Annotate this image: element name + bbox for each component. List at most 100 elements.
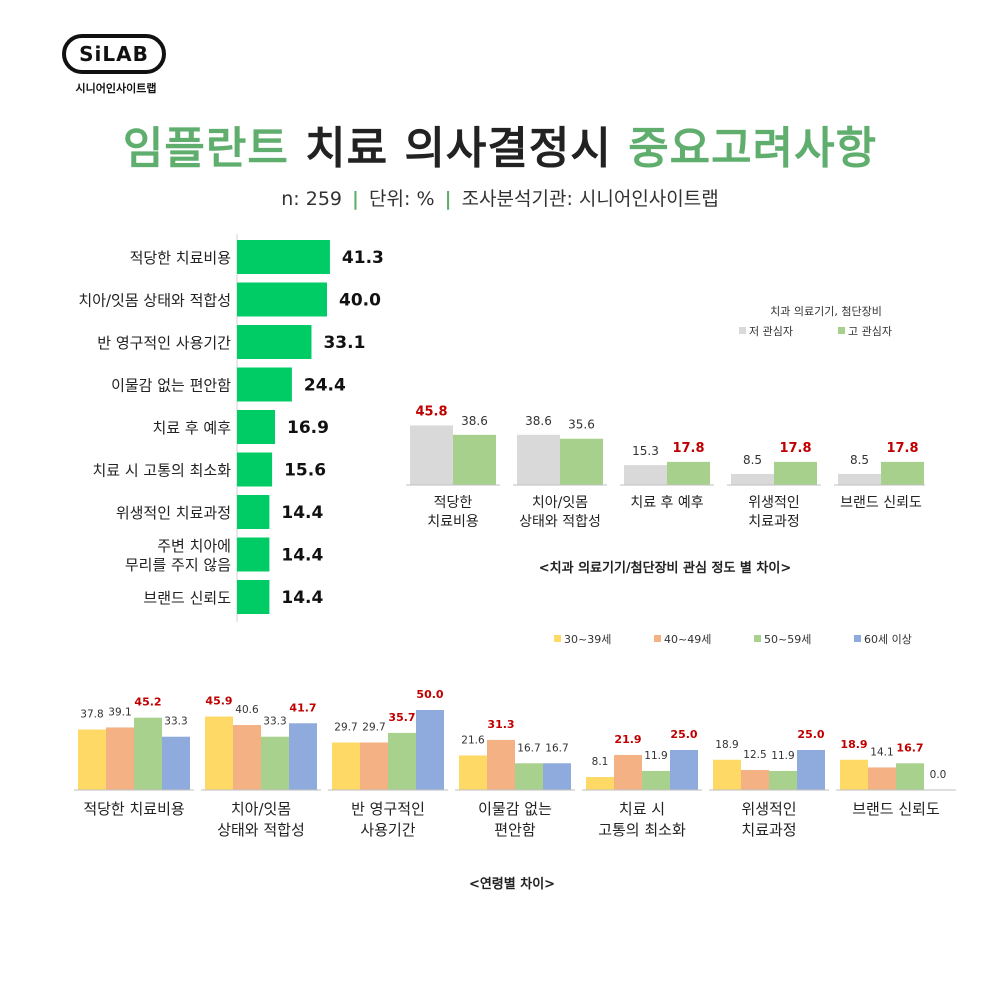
subtitle-separator: | xyxy=(352,188,359,210)
bar xyxy=(543,763,571,790)
value-label: 14.4 xyxy=(281,546,323,566)
value-label: 39.1 xyxy=(108,706,131,718)
bar xyxy=(769,770,797,790)
legend-label: 40~49세 xyxy=(664,633,711,646)
bar xyxy=(261,736,289,790)
legend-swatch xyxy=(838,327,845,334)
bar xyxy=(237,495,270,529)
subtitle-separator: | xyxy=(444,188,452,210)
bar xyxy=(560,438,603,485)
research-org: 조사분석기관: 시니어인사이트랩 xyxy=(461,188,719,210)
chart-title: <연령별 차이> xyxy=(469,876,555,892)
category-label: 브랜드 신뢰도 xyxy=(143,589,231,607)
value-label: 17.8 xyxy=(779,441,811,456)
bar xyxy=(459,755,487,790)
category-label: 치료 시 고통의 최소화 xyxy=(598,800,686,839)
legend-swatch xyxy=(754,635,761,642)
value-label: 18.9 xyxy=(840,738,867,751)
bar xyxy=(774,461,817,485)
bar xyxy=(881,461,924,485)
bar xyxy=(586,777,614,790)
bar xyxy=(868,767,896,790)
bar xyxy=(667,461,710,485)
bar xyxy=(614,754,642,790)
silab-logo: SiLAB 시니어인사이트랩 xyxy=(60,32,172,96)
legend-label: 60세 이상 xyxy=(864,633,912,646)
value-label: 15.3 xyxy=(632,444,659,458)
category-label: 치료 후 예후 xyxy=(152,419,231,437)
value-label: 50.0 xyxy=(416,688,443,701)
bar xyxy=(731,473,774,485)
bar xyxy=(896,763,924,790)
value-label: 40.6 xyxy=(235,704,259,716)
bar xyxy=(410,425,453,485)
legend-swatch xyxy=(654,635,661,642)
bar xyxy=(713,759,741,790)
bar xyxy=(237,325,312,359)
bar xyxy=(838,473,881,485)
bar xyxy=(106,727,134,790)
legend-title: 치과 의료기기, 첨단장비 xyxy=(770,305,882,318)
value-label: 38.6 xyxy=(461,414,488,428)
value-label: 29.7 xyxy=(334,721,357,733)
value-label: 37.8 xyxy=(80,709,103,721)
category-label: 이물감 없는 편안함 xyxy=(111,377,231,395)
category-label: 이물감 없는 편안함 xyxy=(478,800,552,839)
value-label: 35.6 xyxy=(568,418,595,432)
bar xyxy=(670,750,698,790)
bar xyxy=(453,434,496,485)
legend-swatch xyxy=(854,635,861,642)
value-label: 41.7 xyxy=(289,701,316,714)
category-label: 적당한 치료비용 xyxy=(130,249,231,267)
bar xyxy=(332,742,360,790)
category-label: 적당한 치료비용 xyxy=(427,495,479,530)
value-label: 25.0 xyxy=(670,728,697,741)
value-label: 33.3 xyxy=(164,716,187,728)
category-label: 반 영구적인 사용기간 xyxy=(97,334,231,352)
bar xyxy=(388,732,416,790)
value-label: 33.1 xyxy=(323,333,365,353)
value-label: 31.3 xyxy=(487,718,514,731)
bar xyxy=(487,739,515,790)
value-label: 15.6 xyxy=(284,461,326,481)
value-label: 16.7 xyxy=(545,742,568,754)
bar xyxy=(797,750,825,790)
bar xyxy=(78,729,106,790)
value-label: 8.5 xyxy=(850,453,869,467)
value-label: 14.4 xyxy=(281,588,323,608)
value-label: 12.5 xyxy=(743,749,766,761)
category-label: 위생적인 치료과정 xyxy=(741,800,796,839)
bar xyxy=(360,742,388,790)
bar xyxy=(205,716,233,790)
bar xyxy=(515,763,543,790)
title-part-3: 중요고려사항 xyxy=(628,123,878,174)
bar xyxy=(134,717,162,790)
value-label: 0.0 xyxy=(930,769,947,781)
bar xyxy=(416,710,444,790)
category-label: 치료 후 예후 xyxy=(630,495,703,511)
bar xyxy=(237,240,330,274)
bar xyxy=(237,580,270,614)
value-label: 29.7 xyxy=(362,721,385,733)
value-label: 24.4 xyxy=(304,376,346,396)
value-label: 16.7 xyxy=(517,742,540,754)
value-label: 17.8 xyxy=(886,441,918,456)
value-label: 45.9 xyxy=(205,695,232,708)
bar xyxy=(624,465,667,485)
value-label: 21.9 xyxy=(614,733,641,746)
title-part-2: 치료 의사결정시 xyxy=(305,123,612,174)
logo-subtitle: 시니어인사이트랩 xyxy=(75,82,157,95)
bar xyxy=(237,410,276,444)
value-label: 8.1 xyxy=(592,756,609,768)
category-label: 위생적인 치료과정 xyxy=(116,504,231,522)
bar xyxy=(237,282,327,317)
bar xyxy=(517,434,560,485)
value-label: 18.9 xyxy=(715,739,738,751)
value-label: 14.1 xyxy=(870,746,893,758)
bar xyxy=(840,759,868,790)
value-label: 21.6 xyxy=(461,734,485,746)
value-label: 40.0 xyxy=(339,291,381,311)
value-label: 35.7 xyxy=(388,711,415,724)
